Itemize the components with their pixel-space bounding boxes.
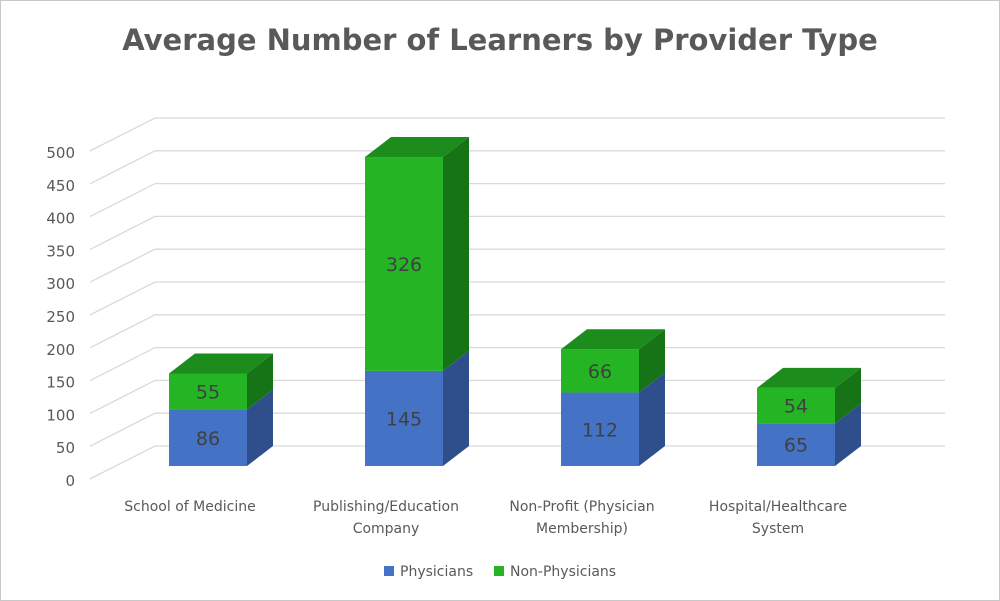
- x-category-label: School of Medicine: [124, 499, 255, 515]
- gridline: [89, 248, 945, 283]
- bar-segment-physicians: [169, 409, 247, 466]
- y-tick-label: 300: [46, 275, 75, 293]
- y-tick-label: 250: [46, 308, 75, 326]
- chart-title: Average Number of Learners by Provider T…: [122, 23, 878, 57]
- bar-segment-non-physicians: [561, 349, 639, 393]
- bar-segment-physicians: [561, 392, 639, 466]
- gridline: [89, 379, 945, 414]
- y-tick-label: 350: [46, 242, 75, 260]
- bars: 86 55 145 326 112 66 65 54: [169, 137, 861, 466]
- legend-item: Physicians: [384, 564, 473, 580]
- data-label: 55: [196, 382, 220, 404]
- y-tick-label: 400: [46, 210, 75, 228]
- bar-side: [443, 350, 469, 466]
- bar-side: [639, 329, 665, 393]
- x-category-label: Membership): [536, 521, 628, 537]
- y-tick-label: 0: [65, 472, 75, 490]
- gridline: [89, 182, 945, 218]
- y-axis-ticks: 0 50 100 150 200 250 300 350 400 450 500: [46, 144, 75, 490]
- gridlines: [89, 117, 945, 480]
- bar-segment-non-physicians: [365, 157, 443, 371]
- x-category-label: Company: [353, 521, 420, 537]
- bar-side: [639, 372, 665, 466]
- legend-item: Non-Physicians: [494, 564, 616, 580]
- y-tick-label: 50: [56, 439, 75, 457]
- y-tick-label: 150: [46, 374, 75, 392]
- gridline: [89, 117, 945, 152]
- data-label: 145: [386, 408, 422, 430]
- y-tick-label: 100: [46, 406, 75, 424]
- y-tick-label: 500: [46, 144, 75, 162]
- bar-segment-physicians: [365, 370, 443, 466]
- legend-swatch: [494, 566, 504, 576]
- bar-top: [169, 353, 273, 374]
- bar-stack: 65 54: [757, 367, 861, 466]
- bar-stack: 112 66: [561, 329, 665, 466]
- data-label: 86: [196, 428, 220, 450]
- bar-side: [835, 367, 861, 424]
- data-label: 54: [784, 396, 808, 418]
- bar-top: [757, 367, 861, 388]
- gridline: [89, 215, 945, 250]
- bar-segment-physicians: [757, 423, 835, 466]
- data-label: 65: [784, 435, 808, 457]
- category-labels: School of Medicine Publishing/Education Co…: [124, 499, 847, 537]
- bar-stack: 145 326: [365, 137, 469, 466]
- gridline: [89, 150, 945, 185]
- bar-side: [835, 403, 861, 466]
- bar-segment-non-physicians: [169, 373, 247, 410]
- legend: Physicians Non-Physicians: [384, 564, 616, 580]
- bar-top: [561, 329, 665, 350]
- legend-label: Physicians: [400, 564, 473, 580]
- gridline: [89, 281, 945, 316]
- bar-side: [443, 137, 469, 371]
- bar-segment-non-physicians: [757, 387, 835, 424]
- data-label: 112: [582, 419, 618, 441]
- x-category-label: Hospital/Healthcare: [709, 499, 847, 515]
- y-tick-label: 200: [46, 341, 75, 359]
- data-label: 326: [386, 254, 422, 276]
- x-category-label: Non-Profit (Physician: [509, 499, 654, 515]
- bar-stack: 86 55: [169, 353, 273, 466]
- data-label: 66: [588, 361, 612, 383]
- gridline: [89, 314, 945, 349]
- gridline: [89, 445, 945, 480]
- bar-top: [365, 137, 469, 158]
- bar-side: [247, 353, 273, 410]
- y-tick-label: 450: [46, 177, 75, 195]
- x-category-label: Publishing/Education: [313, 499, 459, 515]
- legend-swatch: [384, 566, 394, 576]
- x-category-label: System: [752, 521, 804, 537]
- gridline: [89, 412, 945, 447]
- legend-label: Non-Physicians: [510, 564, 616, 580]
- bar-side: [247, 389, 273, 466]
- gridline: [89, 346, 945, 382]
